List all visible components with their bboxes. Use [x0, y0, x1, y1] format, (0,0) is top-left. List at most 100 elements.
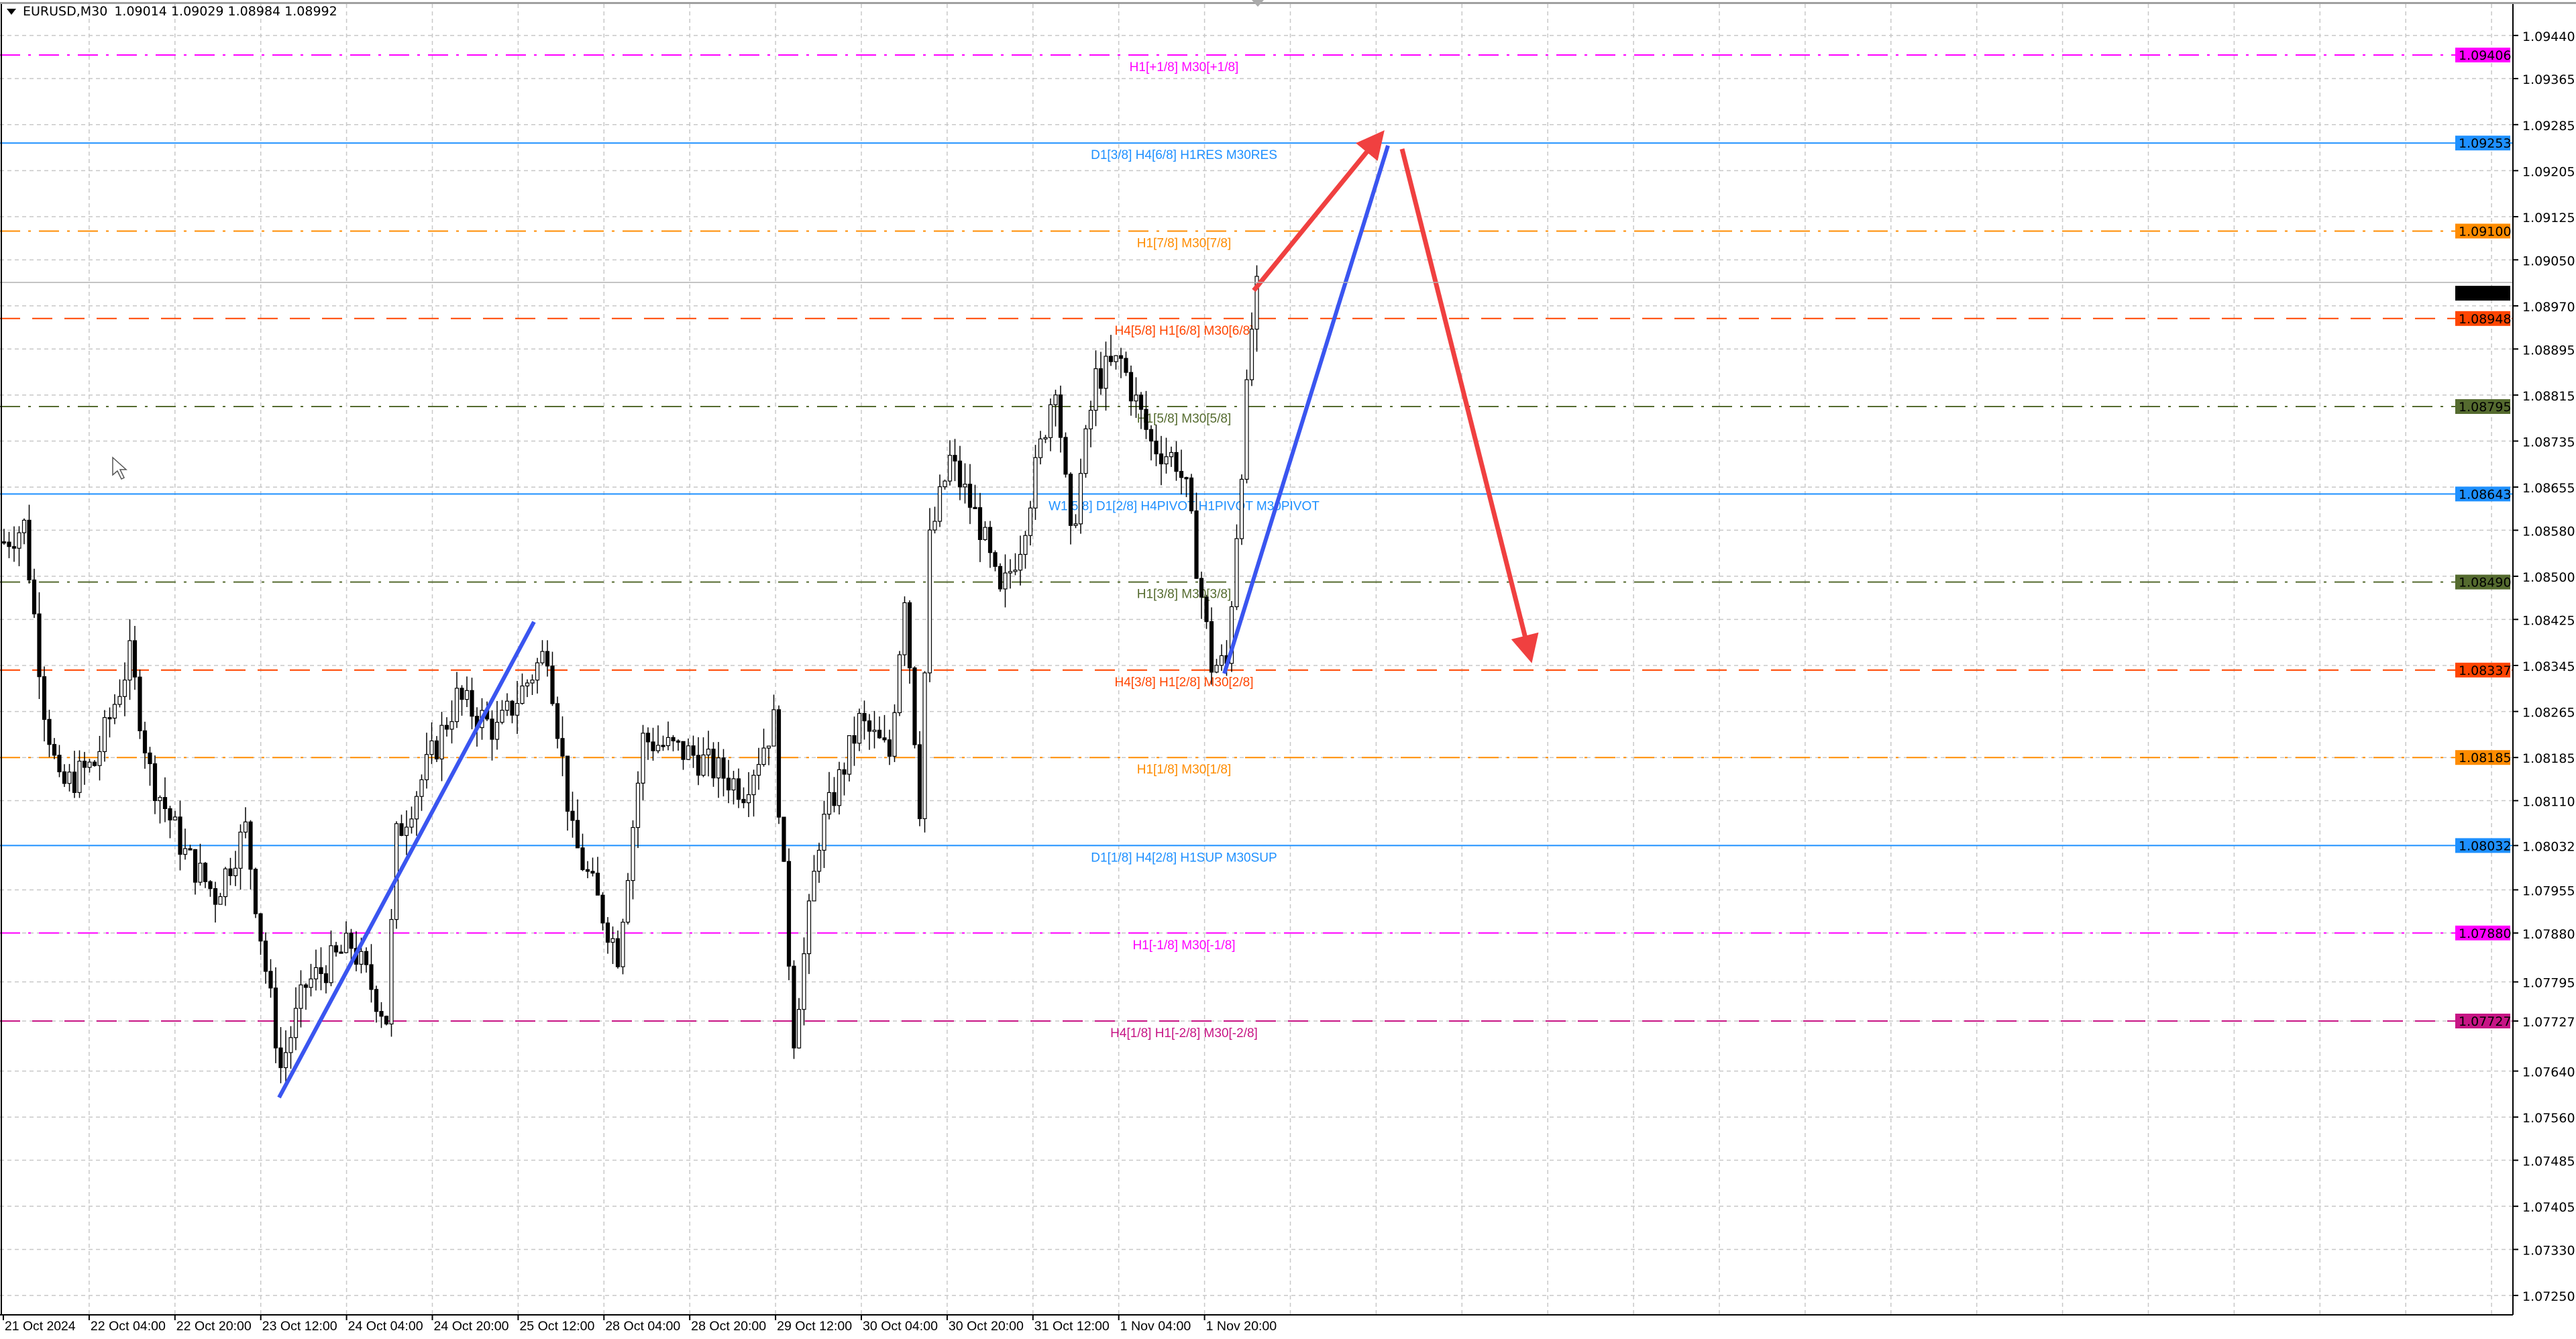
price-axis[interactable]: 1.09440 1.09365 1.09285 1.09205 1.09125 1.090…: [2513, 30, 2575, 1304]
candle-bear: [228, 868, 233, 877]
candle-bull: [127, 640, 132, 681]
candle-bear: [47, 718, 52, 745]
trend-drawings[interactable]: [277, 130, 1539, 1099]
candle-bull: [665, 737, 671, 747]
candle-bull: [1239, 478, 1244, 539]
candle-bear: [248, 821, 253, 870]
candle-bear: [188, 848, 193, 851]
price-tag: [2455, 311, 2510, 326]
candle-bear: [92, 761, 97, 766]
candle-bear: [132, 640, 138, 678]
candle-bull: [419, 779, 424, 797]
forecast-arrow-up[interactable]: [1252, 130, 1385, 292]
candle-bull: [1038, 438, 1043, 458]
candle-bull: [1249, 329, 1254, 380]
candle-bear: [973, 506, 977, 509]
candle-bear: [1204, 596, 1209, 623]
candle-bear: [882, 737, 887, 741]
candle-bear: [52, 744, 57, 756]
candle-bear: [570, 810, 575, 821]
price-tick-label: 1.07880: [2522, 927, 2575, 942]
candle-bear: [585, 869, 590, 872]
candle-bear: [852, 735, 857, 744]
candle-bear: [148, 752, 152, 765]
candle-bear: [1189, 477, 1194, 512]
candle-bear: [32, 579, 37, 614]
time-label: 21 Oct 2024: [5, 1320, 76, 1334]
current-price-label: 1.08992: [2459, 286, 2512, 301]
candle-bull: [404, 826, 409, 836]
candle-bear: [434, 740, 439, 759]
candle-bull: [1093, 368, 1098, 411]
price-tick-label: 1.08345: [2522, 659, 2575, 674]
candle-bull: [454, 688, 460, 722]
price-tag-label: 1.09100: [2459, 224, 2512, 239]
candle-bull: [963, 484, 967, 488]
candle-bear: [193, 849, 198, 883]
candle-bear: [912, 667, 917, 745]
forecast-arrow-down[interactable]: [1399, 148, 1539, 663]
candle-bull: [293, 1008, 299, 1038]
candle-bear: [726, 778, 731, 791]
price-tick-label: 1.09365: [2522, 72, 2575, 87]
candle-bear: [605, 922, 610, 943]
candle-bull: [299, 984, 303, 1009]
candle-bear: [721, 757, 726, 779]
candle-bull: [701, 754, 706, 776]
candle-bear: [349, 932, 354, 949]
candle-bear: [490, 718, 494, 740]
price-tick-label: 1.08580: [2522, 524, 2575, 539]
candle-bull: [424, 754, 429, 780]
candle-bull: [238, 831, 243, 869]
candle-bull: [1083, 428, 1088, 474]
candle-bear: [645, 733, 651, 743]
level-label: W1[5/8] D1[2/8] H4PIVOT H1PIVOT M30PIVOT: [1049, 499, 1320, 513]
trendline-blue-up-1[interactable]: [277, 621, 536, 1099]
candle-bear: [1148, 429, 1154, 442]
dropdown-triangle-icon[interactable]: [7, 8, 16, 15]
price-tag: [2455, 399, 2510, 415]
candle-bear: [1199, 578, 1204, 598]
candle-bear: [510, 700, 515, 716]
candle-bull: [439, 725, 444, 759]
candle-bull: [182, 848, 188, 855]
candle-bear: [263, 941, 268, 972]
candle-bear: [42, 676, 47, 720]
candle-bear: [1179, 471, 1184, 478]
candle-bear: [213, 888, 218, 905]
candle-bear: [1098, 368, 1104, 389]
candle-bull: [67, 771, 72, 784]
candle-bear: [1, 541, 7, 544]
candle-bear: [953, 455, 957, 462]
candle-bear: [545, 651, 550, 667]
candle-bull: [796, 1009, 802, 1049]
candle-bull: [535, 662, 540, 681]
candle-bear: [11, 546, 17, 549]
level-label: H1[3/8] M30[3/8]: [1137, 588, 1231, 602]
candle-bear: [278, 1047, 283, 1069]
candle-bull: [500, 710, 504, 723]
price-tick-label: 1.08425: [2522, 613, 2575, 628]
price-tick-label: 1.08815: [2522, 389, 2575, 404]
candle-bear: [1154, 440, 1159, 455]
price-tag: [2455, 1013, 2510, 1028]
time-axis[interactable]: 21 Oct 2024 22 Oct 04:00 22 Oct 20:00 23 Oc…: [3, 1315, 1277, 1334]
price-tag: [2455, 925, 2510, 941]
price-tick-label: 1.08110: [2522, 795, 2575, 810]
candle-bear: [178, 816, 182, 855]
price-tick-label: 1.08032: [2522, 839, 2575, 854]
candle-bull: [716, 757, 721, 779]
time-label: 22 Oct 20:00: [176, 1320, 252, 1334]
candle-bear: [1108, 356, 1114, 362]
candle-bear: [560, 738, 565, 757]
candle-bear: [651, 741, 655, 751]
candle-bull: [625, 879, 631, 923]
time-label: 30 Oct 20:00: [949, 1320, 1024, 1334]
candle-bull: [288, 1037, 293, 1053]
candle-bear: [1209, 621, 1214, 673]
trendline-blue-up-2[interactable]: [1222, 145, 1390, 674]
candle-bear: [444, 725, 449, 730]
candle-bear: [107, 717, 112, 720]
chart-shift-marker-icon[interactable]: [1252, 0, 1264, 7]
